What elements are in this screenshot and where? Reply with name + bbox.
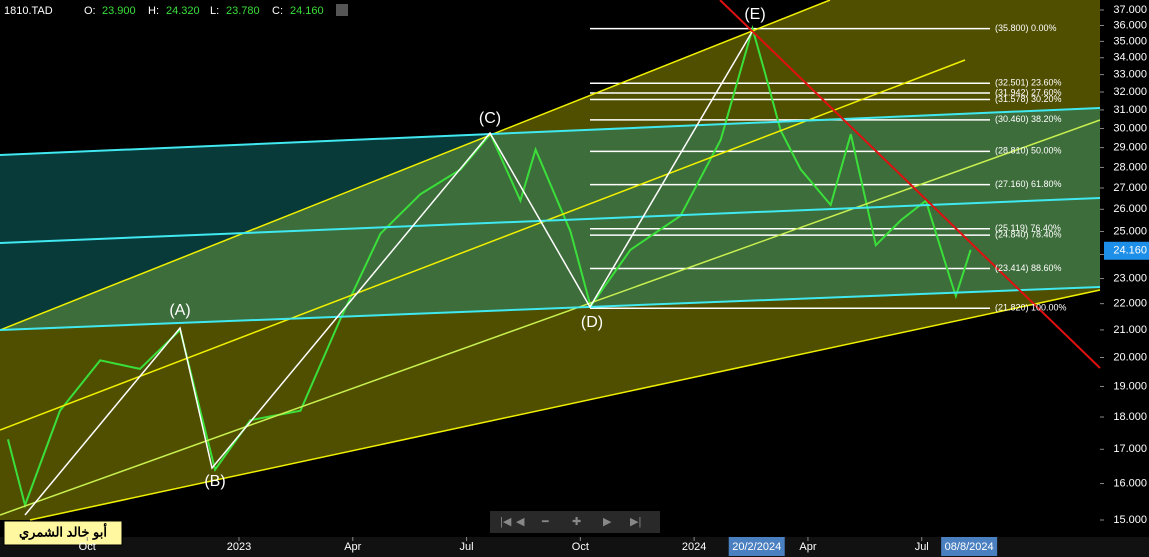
prev-button[interactable]: ◀ [516,516,525,528]
y-tick-label: 17.000 [1113,443,1147,455]
fib-label: (32.501) 23.60% [995,78,1062,88]
trend-line [719,0,1101,369]
x-tick-label: Oct [572,541,589,553]
fib-label: (24.840) 78.40% [995,229,1062,239]
y-tick-label: 35.000 [1113,35,1147,47]
x-marker-label: 20/2/2024 [732,541,781,553]
settings-button[interactable] [336,4,348,16]
wave-label: (C) [479,110,501,127]
watermark-box [3,520,123,546]
y-tick-label: 26.000 [1113,203,1147,215]
wave-label: (A) [169,302,190,319]
low: 23.780 [226,5,260,17]
y-tick-label: 19.000 [1113,380,1147,392]
channel-line [0,0,831,331]
open: 23.900 [102,5,136,17]
header: 1810.TAD O: 23.900 H: 24.320 L: 23.780 C… [4,4,348,17]
x-tick-label: 2024 [682,541,706,553]
fib-label: (31.578) 30.20% [995,94,1062,104]
last-price-label: 24.160 [1113,245,1147,257]
next-button[interactable]: ▶ [603,516,612,528]
zoom-out-button[interactable]: ━ [541,516,549,528]
y-tick-label: 25.000 [1113,225,1147,237]
x-marker-box [941,537,998,556]
watermark: أبو خالد الشمري [19,523,107,540]
y-tick-label: 37.000 [1113,4,1147,16]
scroll-controls: |◀ ◀ ━ ✚ ▶ ▶| [490,511,660,533]
y-tick-label: 29.000 [1113,142,1147,154]
fib-label: (27.160) 61.80% [995,179,1062,189]
close-label: C: [272,5,283,17]
fib-label: (28.810) 50.00% [995,146,1062,156]
channel-line [0,286,1101,331]
y-tick-label: 33.000 [1113,69,1147,81]
x-tick-label: Apr [799,541,816,553]
x-marker-box [728,537,785,556]
x-tick-label: Jul [460,541,474,553]
x-axis-bar [0,537,1149,557]
y-tick-label: 27.000 [1113,182,1147,194]
y-tick-label: 16.000 [1113,477,1147,489]
y-tick-label: 31.000 [1113,104,1147,116]
fib-label: (35.800) 0.00% [995,23,1057,33]
drawings [0,0,1101,521]
y-tick-label: 32.000 [1113,86,1147,98]
channel-line [0,107,1101,156]
y-tick-label: 23.000 [1113,272,1147,284]
x-tick-label: 2023 [227,541,251,553]
x-marker-label: 08/8/2024 [945,541,994,553]
last-button[interactable]: ▶| [630,516,641,528]
first-button[interactable]: |◀ [500,516,512,528]
fib-label: (23.414) 88.60% [995,263,1062,273]
channel-line [0,119,1101,516]
high-label: H: [148,5,159,17]
fib-label: (21.820) 100.00% [995,303,1067,313]
x-tick-label: Oct [79,541,96,553]
last-price-box [1104,241,1149,260]
fib-label: (25.119) 76.40% [995,223,1061,233]
low-label: L: [210,5,219,17]
symbol: 1810.TAD [4,5,53,17]
y-tick-label: 15.000 [1113,514,1147,526]
y-tick-label: 28.000 [1113,161,1147,173]
y-tick-label: 22.000 [1113,298,1147,310]
high: 24.320 [166,5,200,17]
scroll-bar [490,511,660,533]
y-tick-label: 18.000 [1113,411,1147,423]
wave-label: (D) [581,314,603,331]
wave-line [24,31,753,516]
channel-line [29,289,1101,521]
open-label: O: [84,5,96,17]
y-tick-label: 20.000 [1113,351,1147,363]
yellow-channel [0,0,1100,520]
close: 24.160 [290,5,324,17]
channel-line [0,59,966,431]
y-tick-label: 21.000 [1113,324,1147,336]
fib-label: (31.942) 27.60% [995,87,1062,97]
y-tick-label: 30.000 [1113,122,1147,134]
y-tick-label: 36.000 [1113,19,1147,31]
channel-line [0,197,1101,244]
y-tick-label: 34.000 [1113,52,1147,64]
fib-label: (30.460) 38.20% [995,114,1062,124]
x-tick-label: Jul [915,541,929,553]
wave-label: (B) [204,473,225,490]
zoom-in-button[interactable]: ✚ [572,516,581,528]
x-tick-label: Apr [344,541,361,553]
wave-label: (E) [744,6,765,23]
